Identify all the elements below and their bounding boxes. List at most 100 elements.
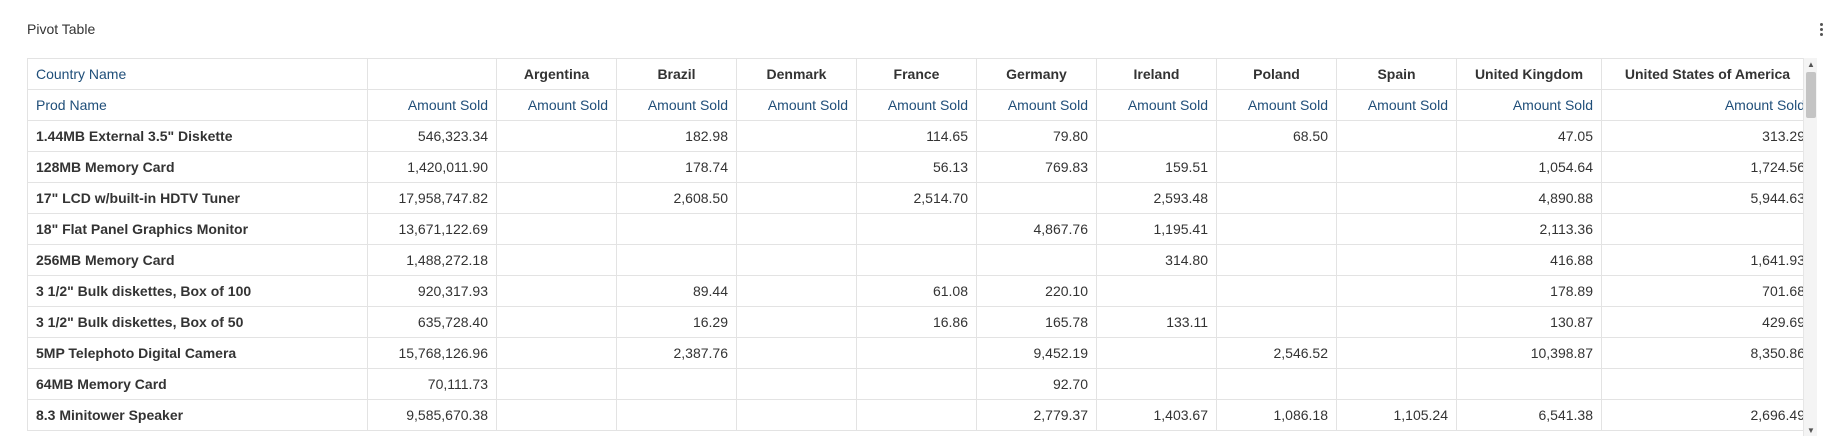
row-dimension-label[interactable]: Country Name bbox=[27, 58, 368, 90]
col-dimension-label[interactable]: Prod Name bbox=[27, 89, 368, 121]
country-header[interactable]: France bbox=[856, 58, 977, 90]
table-row: 18" Flat Panel Graphics Monitor 13,671,12… bbox=[27, 213, 1814, 245]
value-cell bbox=[1216, 306, 1337, 338]
value-cell bbox=[1601, 368, 1814, 400]
value-cell: 701.68 bbox=[1601, 275, 1814, 307]
measure-header[interactable]: Amount Sold bbox=[367, 89, 497, 121]
vertical-scrollbar[interactable]: ▲ ▼ bbox=[1803, 58, 1817, 436]
scroll-thumb[interactable] bbox=[1806, 72, 1816, 118]
measure-header[interactable]: Amount Sold bbox=[1096, 89, 1217, 121]
value-cell: 114.65 bbox=[856, 120, 977, 152]
value-cell: 178.74 bbox=[616, 151, 737, 183]
country-header[interactable]: Germany bbox=[976, 58, 1097, 90]
value-cell bbox=[1456, 368, 1602, 400]
table-row: 1.44MB External 3.5" Diskette 546,323.34 1… bbox=[27, 120, 1814, 152]
total-cell: 546,323.34 bbox=[367, 120, 497, 152]
value-cell bbox=[1336, 213, 1457, 245]
row-label[interactable]: 18" Flat Panel Graphics Monitor bbox=[27, 213, 368, 245]
value-cell bbox=[1216, 244, 1337, 276]
pivot-grid: Country Name Argentina Brazil Denmark Franc… bbox=[27, 58, 1819, 436]
country-header[interactable]: Ireland bbox=[1096, 58, 1217, 90]
row-label[interactable]: 3 1/2" Bulk diskettes, Box of 50 bbox=[27, 306, 368, 338]
value-cell: 2,546.52 bbox=[1216, 337, 1337, 369]
value-cell bbox=[496, 337, 617, 369]
panel-title: Pivot Table bbox=[27, 21, 96, 37]
value-cell: 2,779.37 bbox=[976, 399, 1097, 431]
value-cell: 178.89 bbox=[1456, 275, 1602, 307]
value-cell: 79.80 bbox=[976, 120, 1097, 152]
country-header[interactable]: Argentina bbox=[496, 58, 617, 90]
value-cell bbox=[1336, 151, 1457, 183]
country-header-row: Country Name Argentina Brazil Denmark Franc… bbox=[27, 58, 1814, 90]
value-cell: 6,541.38 bbox=[1456, 399, 1602, 431]
value-cell: 2,387.76 bbox=[616, 337, 737, 369]
value-cell bbox=[1601, 213, 1814, 245]
value-cell: 47.05 bbox=[1456, 120, 1602, 152]
value-cell bbox=[496, 244, 617, 276]
value-cell: 1,724.56 bbox=[1601, 151, 1814, 183]
country-header[interactable]: Brazil bbox=[616, 58, 737, 90]
measure-header[interactable]: Amount Sold bbox=[616, 89, 737, 121]
value-cell bbox=[976, 244, 1097, 276]
value-cell bbox=[736, 399, 857, 431]
kebab-menu-icon[interactable] bbox=[1814, 20, 1828, 38]
arrow-up-icon[interactable]: ▲ bbox=[1807, 59, 1815, 69]
total-cell: 1,488,272.18 bbox=[367, 244, 497, 276]
value-cell bbox=[496, 120, 617, 152]
value-cell bbox=[736, 182, 857, 214]
measure-header[interactable]: Amount Sold bbox=[1336, 89, 1457, 121]
value-cell bbox=[496, 151, 617, 183]
value-cell bbox=[616, 368, 737, 400]
row-label[interactable]: 17" LCD w/built-in HDTV Tuner bbox=[27, 182, 368, 214]
value-cell bbox=[736, 151, 857, 183]
row-label[interactable]: 1.44MB External 3.5" Diskette bbox=[27, 120, 368, 152]
country-header[interactable]: United Kingdom bbox=[1456, 58, 1602, 90]
row-label[interactable]: 8.3 Minitower Speaker bbox=[27, 399, 368, 431]
value-cell: 165.78 bbox=[976, 306, 1097, 338]
total-cell: 635,728.40 bbox=[367, 306, 497, 338]
value-cell bbox=[736, 244, 857, 276]
row-label[interactable]: 5MP Telephoto Digital Camera bbox=[27, 337, 368, 369]
row-label[interactable]: 128MB Memory Card bbox=[27, 151, 368, 183]
row-label[interactable]: 64MB Memory Card bbox=[27, 368, 368, 400]
measure-header[interactable]: Amount Sold bbox=[736, 89, 857, 121]
measure-header[interactable]: Amount Sold bbox=[976, 89, 1097, 121]
measure-header[interactable]: Amount Sold bbox=[1456, 89, 1602, 121]
value-cell: 1,403.67 bbox=[1096, 399, 1217, 431]
value-cell bbox=[1216, 151, 1337, 183]
measure-header[interactable]: Amount Sold bbox=[856, 89, 977, 121]
value-cell bbox=[1216, 213, 1337, 245]
value-cell bbox=[616, 244, 737, 276]
country-header[interactable]: United States of America bbox=[1601, 58, 1814, 90]
country-header[interactable]: Spain bbox=[1336, 58, 1457, 90]
value-cell: 130.87 bbox=[1456, 306, 1602, 338]
value-cell bbox=[1096, 337, 1217, 369]
value-cell bbox=[736, 306, 857, 338]
value-cell bbox=[1096, 275, 1217, 307]
total-cell: 13,671,122.69 bbox=[367, 213, 497, 245]
measure-header[interactable]: Amount Sold bbox=[1601, 89, 1814, 121]
measure-header[interactable]: Amount Sold bbox=[1216, 89, 1337, 121]
total-cell: 15,768,126.96 bbox=[367, 337, 497, 369]
value-cell: 1,641.93 bbox=[1601, 244, 1814, 276]
value-cell bbox=[1336, 120, 1457, 152]
value-cell: 1,105.24 bbox=[1336, 399, 1457, 431]
country-header[interactable]: Poland bbox=[1216, 58, 1337, 90]
row-label[interactable]: 3 1/2" Bulk diskettes, Box of 100 bbox=[27, 275, 368, 307]
measure-header[interactable]: Amount Sold bbox=[496, 89, 617, 121]
value-cell bbox=[1216, 275, 1337, 307]
value-cell bbox=[736, 337, 857, 369]
arrow-down-icon[interactable]: ▼ bbox=[1807, 425, 1815, 435]
country-header[interactable]: Denmark bbox=[736, 58, 857, 90]
value-cell bbox=[856, 337, 977, 369]
value-cell: 16.29 bbox=[616, 306, 737, 338]
value-cell bbox=[856, 213, 977, 245]
value-cell: 416.88 bbox=[1456, 244, 1602, 276]
value-cell bbox=[616, 213, 737, 245]
value-cell bbox=[1336, 244, 1457, 276]
row-label[interactable]: 256MB Memory Card bbox=[27, 244, 368, 276]
value-cell bbox=[1096, 368, 1217, 400]
table-row: 5MP Telephoto Digital Camera 15,768,126.9… bbox=[27, 337, 1814, 369]
value-cell bbox=[1336, 275, 1457, 307]
table-row: 3 1/2" Bulk diskettes, Box of 100 920,317… bbox=[27, 275, 1814, 307]
